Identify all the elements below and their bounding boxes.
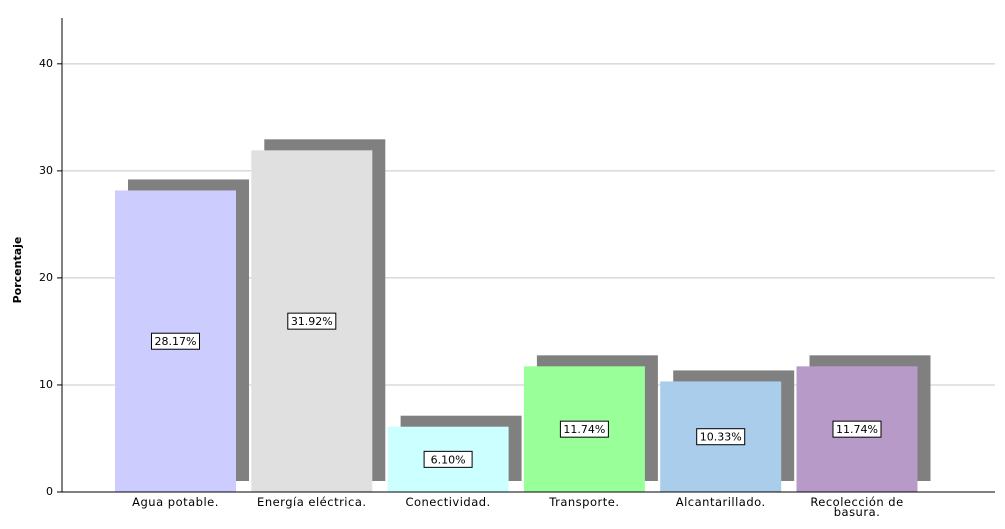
value-label: 28.17%	[155, 335, 197, 348]
value-label-box	[832, 420, 882, 438]
x-tick-label: Recolección de basura.	[810, 495, 904, 519]
y-tick-label: 20	[39, 271, 53, 284]
value-label: 31.92%	[291, 315, 333, 328]
x-tick-label: Agua potable.	[132, 495, 219, 509]
y-tick-label: 40	[39, 57, 53, 70]
x-tick-label: Energía eléctrica.	[257, 495, 367, 509]
x-tick-label: Conectividad.	[405, 495, 491, 509]
y-axis-label: Porcentaje	[11, 237, 24, 304]
value-label-box	[151, 332, 200, 350]
value-label: 11.74%	[836, 423, 878, 436]
value-label: 11.74%	[563, 423, 605, 436]
value-label-box	[696, 428, 746, 446]
x-tick-label: Alcantarillado.	[675, 495, 766, 509]
y-tick-label: 10	[39, 378, 53, 391]
value-label-box	[287, 312, 337, 330]
value-label-box	[559, 420, 609, 438]
value-label: 6.10%	[431, 453, 466, 466]
value-label: 10.33%	[700, 431, 742, 444]
y-tick-label: 0	[46, 485, 53, 498]
y-tick-label: 30	[39, 164, 53, 177]
x-tick-label: Transporte.	[549, 495, 620, 509]
value-label-box	[423, 450, 473, 468]
